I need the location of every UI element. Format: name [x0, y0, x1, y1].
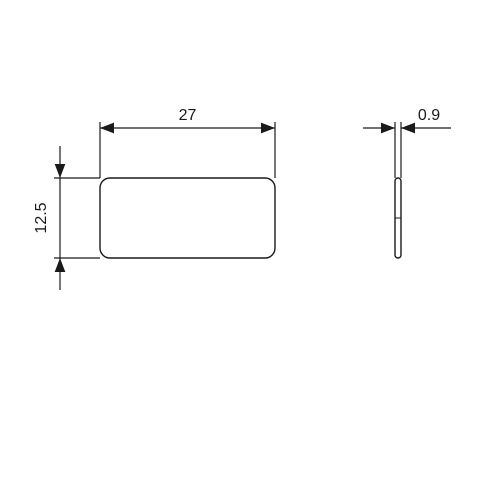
drawing-canvas: 27 12.5 0.9 — [0, 0, 500, 500]
dim-thickness-label: 0.9 — [418, 107, 440, 124]
front-view-shape — [100, 178, 275, 258]
dim-width-label: 27 — [179, 107, 197, 124]
dim-height-label: 12.5 — [33, 202, 50, 233]
